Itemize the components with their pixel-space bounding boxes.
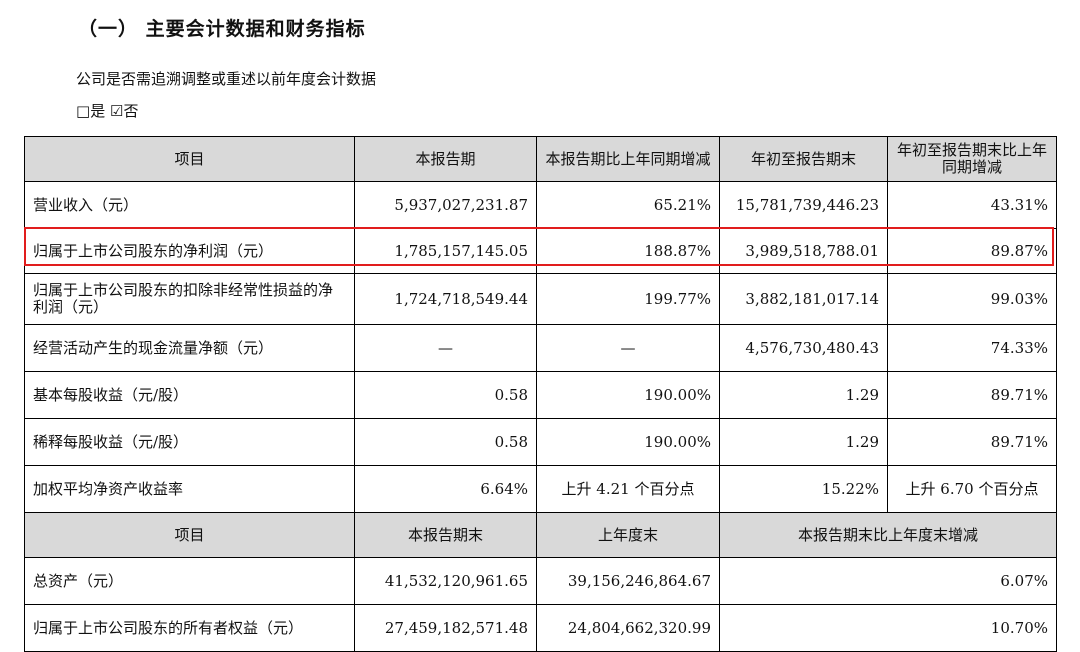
row-current-change: —	[536, 324, 720, 372]
row-ytd: 15.22%	[719, 465, 888, 513]
table-header-row: 项目 本报告期 本报告期比上年同期增减 年初至报告期末 年初至报告期末比上年同期…	[24, 136, 1057, 182]
header-change-vs-prior-year-end: 本报告期末比上年度末增减	[719, 512, 1057, 558]
row-current-change: 190.00%	[536, 371, 720, 419]
row-ytd-change: 99.03%	[887, 273, 1057, 325]
row-current: 1,785,157,145.05	[354, 228, 537, 274]
row-ytd-change: 上升 6.70 个百分点	[887, 465, 1057, 513]
header-current-period: 本报告期	[354, 136, 537, 182]
row-current-change: 199.77%	[536, 273, 720, 325]
row-current-change: 188.87%	[536, 228, 720, 274]
row-current: 5,937,027,231.87	[354, 181, 537, 229]
row-ytd-change: 43.31%	[887, 181, 1057, 229]
row-current: 0.58	[354, 371, 537, 419]
header-prior-year-end: 上年度末	[536, 512, 720, 558]
financial-data-table: 项目 本报告期 本报告期比上年同期增减 年初至报告期末 年初至报告期末比上年同期…	[24, 136, 1057, 652]
row-ytd: 3,989,518,788.01	[719, 228, 888, 274]
row-current-change: 65.21%	[536, 181, 720, 229]
row-current: —	[354, 324, 537, 372]
table-row: 营业收入（元） 5,937,027,231.87 65.21% 15,781,7…	[24, 181, 1057, 229]
no-label: 否	[123, 102, 139, 120]
table-header-row-balance: 项目 本报告期末 上年度末 本报告期末比上年度末增减	[24, 512, 1057, 558]
restatement-options: □是 ☑否	[76, 100, 138, 121]
table-row: 经营活动产生的现金流量净额（元） — — 4,576,730,480.43 74…	[24, 324, 1057, 372]
row-period-end: 41,532,120,961.65	[354, 557, 537, 605]
row-item: 营业收入（元）	[24, 181, 355, 229]
header-ytd-change: 年初至报告期末比上年同期增减	[887, 136, 1057, 182]
row-item: 经营活动产生的现金流量净额（元）	[24, 324, 355, 372]
yes-checkbox-icon[interactable]: □	[76, 102, 91, 120]
row-item: 稀释每股收益（元/股）	[24, 418, 355, 466]
header-ytd: 年初至报告期末	[719, 136, 888, 182]
yes-label: 是	[90, 102, 106, 120]
table-row: 加权平均净资产收益率 6.64% 上升 4.21 个百分点 15.22% 上升 …	[24, 465, 1057, 513]
row-ytd-change: 89.71%	[887, 418, 1057, 466]
row-period-end: 27,459,182,571.48	[354, 604, 537, 652]
row-item: 加权平均净资产收益率	[24, 465, 355, 513]
row-ytd-change: 89.71%	[887, 371, 1057, 419]
row-item: 归属于上市公司股东的扣除非经常性损益的净利润（元）	[24, 273, 355, 325]
row-ytd-change: 74.33%	[887, 324, 1057, 372]
header-current-change: 本报告期比上年同期增减	[536, 136, 720, 182]
row-current: 1,724,718,549.44	[354, 273, 537, 325]
table-row: 归属于上市公司股东的所有者权益（元） 27,459,182,571.48 24,…	[24, 604, 1057, 652]
row-ytd: 3,882,181,017.14	[719, 273, 888, 325]
row-item: 总资产（元）	[24, 557, 355, 605]
row-prior-year-end: 39,156,246,864.67	[536, 557, 720, 605]
header-item: 项目	[24, 136, 355, 182]
row-ytd: 4,576,730,480.43	[719, 324, 888, 372]
row-ytd: 1.29	[719, 418, 888, 466]
row-item: 基本每股收益（元/股）	[24, 371, 355, 419]
row-change: 10.70%	[719, 604, 1057, 652]
row-current: 0.58	[354, 418, 537, 466]
row-ytd-change: 89.87%	[887, 228, 1057, 274]
table-row: 总资产（元） 41,532,120,961.65 39,156,246,864.…	[24, 557, 1057, 605]
row-item: 归属于上市公司股东的所有者权益（元）	[24, 604, 355, 652]
row-prior-year-end: 24,804,662,320.99	[536, 604, 720, 652]
row-item: 归属于上市公司股东的净利润（元）	[24, 228, 355, 274]
row-ytd: 1.29	[719, 371, 888, 419]
restatement-question: 公司是否需追溯调整或重述以前年度会计数据	[76, 70, 377, 88]
table-row-highlighted: 归属于上市公司股东的净利润（元） 1,785,157,145.05 188.87…	[24, 228, 1057, 274]
row-change: 6.07%	[719, 557, 1057, 605]
row-current-change: 190.00%	[536, 418, 720, 466]
header-period-end: 本报告期末	[354, 512, 537, 558]
table-row: 归属于上市公司股东的扣除非经常性损益的净利润（元） 1,724,718,549.…	[24, 273, 1057, 325]
header-item: 项目	[24, 512, 355, 558]
row-ytd: 15,781,739,446.23	[719, 181, 888, 229]
row-current: 6.64%	[354, 465, 537, 513]
no-checkbox-checked-icon[interactable]: ☑	[109, 102, 124, 120]
table-row: 基本每股收益（元/股） 0.58 190.00% 1.29 89.71%	[24, 371, 1057, 419]
section-title: （一） 主要会计数据和财务指标	[78, 18, 366, 40]
table-row: 稀释每股收益（元/股） 0.58 190.00% 1.29 89.71%	[24, 418, 1057, 466]
row-current-change: 上升 4.21 个百分点	[536, 465, 720, 513]
